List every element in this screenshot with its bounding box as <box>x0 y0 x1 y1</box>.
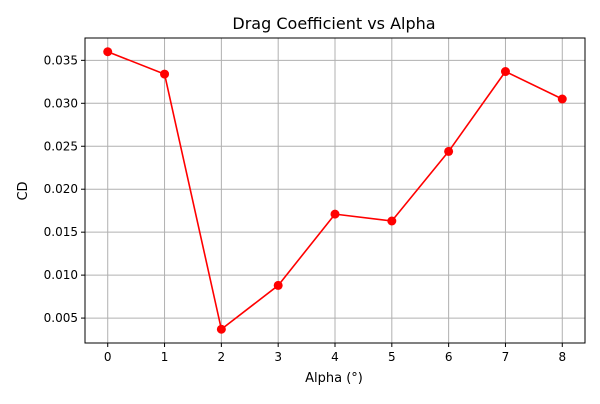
data-point <box>216 324 226 334</box>
data-point <box>160 69 170 79</box>
data-point <box>557 94 567 104</box>
x-axis-label: Alpha (°) <box>305 371 363 386</box>
x-tick-label: 7 <box>502 350 510 364</box>
data-point <box>500 67 510 77</box>
y-tick-label: 0.010 <box>44 268 78 282</box>
data-point <box>103 47 113 57</box>
x-tick-label: 0 <box>104 350 112 364</box>
data-point <box>273 280 283 290</box>
x-tick-label: 1 <box>161 350 169 364</box>
y-tick-label: 0.005 <box>44 311 78 325</box>
y-tick-label: 0.030 <box>44 96 78 110</box>
data-point <box>387 216 397 226</box>
x-tick-label: 2 <box>218 350 226 364</box>
chart-title: Drag Coefficient vs Alpha <box>232 14 435 33</box>
y-tick-label: 0.035 <box>44 53 78 67</box>
x-tick-label: 4 <box>331 350 339 364</box>
data-point <box>330 209 340 219</box>
grid-lines <box>85 38 585 343</box>
data-point <box>444 146 454 156</box>
x-tick-label: 8 <box>558 350 566 364</box>
x-tick-label: 5 <box>388 350 396 364</box>
y-tick-label: 0.025 <box>44 139 78 153</box>
series-layer <box>103 47 567 334</box>
y-axis-label: CD <box>16 181 31 200</box>
x-tick-label: 6 <box>445 350 453 364</box>
y-tick-label: 0.020 <box>44 182 78 196</box>
x-tick-label: 3 <box>274 350 282 364</box>
y-tick-label: 0.015 <box>44 225 78 239</box>
axis-ticks: 0 1 2 3 4 5 6 7 8 0.005 0.010 0.015 0.020 0.025 0.030 0… <box>44 53 566 364</box>
